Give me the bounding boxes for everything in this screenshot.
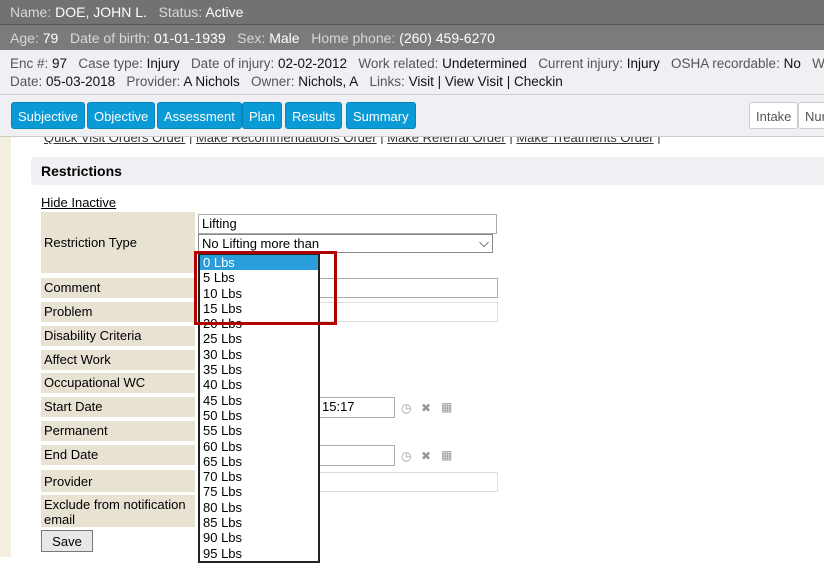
label-end-date: End Date: [41, 445, 195, 465]
dropdown-option[interactable]: 30 Lbs: [203, 346, 243, 362]
label-occupational: Occupational WC: [41, 373, 195, 393]
dob-label: Date of birth:: [69, 30, 151, 46]
calendar-icon[interactable]: ▦: [441, 448, 453, 462]
clock-icon[interactable]: ◷: [401, 449, 412, 463]
tab-assessment[interactable]: Assessment: [157, 102, 242, 129]
weight-dropdown-list[interactable]: 0 Lbs 5 Lbs 10 Lbs 15 Lbs 20 Lbs 25 Lbs 30 Lbs…: [198, 253, 320, 563]
dropdown-option[interactable]: 60 Lbs: [203, 438, 243, 454]
clear-icon[interactable]: ✖: [421, 401, 432, 415]
label-provider: Provider: [41, 470, 195, 492]
dropdown-option[interactable]: 80 Lbs: [203, 499, 243, 515]
date: 05-03-2018: [46, 74, 116, 89]
intake-button[interactable]: Intake: [749, 102, 799, 129]
case: Injury: [146, 56, 180, 71]
owner-label: Owner:: [250, 74, 295, 89]
tab-objective[interactable]: Objective: [87, 102, 156, 129]
section-title: Restrictions: [31, 157, 824, 185]
select-value: No Lifting more than: [202, 236, 320, 251]
dropdown-option[interactable]: 85 Lbs: [203, 515, 243, 531]
wc-label: WC s: [812, 56, 824, 71]
start-date-input[interactable]: 15:17: [318, 397, 395, 418]
label-comment: Comment: [41, 278, 195, 298]
dropdown-option[interactable]: 65 Lbs: [203, 453, 243, 469]
tab-results[interactable]: Results: [285, 102, 343, 129]
tab-bar: Subjective Objective Assessment Plan Res…: [0, 95, 824, 137]
label-exclude: Exclude from notification email: [41, 495, 195, 527]
dropdown-option[interactable]: 90 Lbs: [203, 530, 243, 546]
sex-label: Sex:: [237, 30, 266, 46]
sex: Male: [269, 30, 300, 46]
owner: Nichols, A: [298, 74, 359, 89]
doi-label: Date of injury:: [190, 56, 275, 71]
cur: Injury: [626, 56, 660, 71]
tab-subjective[interactable]: Subjective: [11, 102, 85, 129]
dropdown-option[interactable]: 5 Lbs: [203, 270, 235, 286]
label-affect-work: Affect Work: [41, 350, 195, 370]
prov-label: Provider:: [126, 74, 181, 89]
dropdown-option[interactable]: 40 Lbs: [203, 377, 243, 393]
date-label: Date:: [10, 74, 43, 89]
dropdown-option[interactable]: 55 Lbs: [203, 423, 243, 439]
link-visit[interactable]: Visit: [408, 74, 434, 89]
end-date-input[interactable]: [318, 445, 395, 466]
case-label: Case type:: [78, 56, 143, 71]
dropdown-option[interactable]: 45 Lbs: [203, 392, 243, 408]
age-label: Age:: [10, 30, 39, 46]
patient-bar: Name: DOE, JOHN L. Status: Active: [0, 0, 824, 25]
hide-inactive-link[interactable]: Hide Inactive: [41, 195, 117, 210]
save-button[interactable]: Save: [41, 530, 93, 552]
restriction-select[interactable]: No Lifting more than ⌵: [198, 234, 493, 253]
link-view-visit[interactable]: View Visit: [444, 74, 503, 89]
label-disability: Disability Criteria: [41, 326, 195, 346]
patient-name: DOE, JOHN L.: [55, 4, 147, 20]
enc-label: Enc #:: [10, 56, 49, 71]
chevron-down-icon: ⌵: [479, 235, 489, 250]
link-checkin[interactable]: Checkin: [513, 74, 563, 89]
dropdown-option[interactable]: 0 Lbs: [200, 255, 318, 271]
dropdown-option[interactable]: 35 Lbs: [203, 362, 243, 378]
dropdown-option[interactable]: 15 Lbs: [203, 300, 243, 316]
encounter-info: Enc #: 97 Case type: Injury Date of inju…: [0, 50, 824, 95]
phone-label: Home phone:: [311, 30, 396, 46]
age: 79: [42, 30, 59, 46]
left-strip: [0, 137, 11, 557]
dropdown-option[interactable]: 70 Lbs: [203, 469, 243, 485]
dropdown-option[interactable]: 10 Lbs: [203, 285, 243, 301]
doi: 02-02-2012: [278, 56, 348, 71]
tab-plan[interactable]: Plan: [242, 102, 283, 129]
dropdown-option[interactable]: 75 Lbs: [203, 484, 243, 500]
dob: 01-01-1939: [154, 30, 226, 46]
dropdown-option[interactable]: 25 Lbs: [203, 331, 243, 347]
dropdown-option[interactable]: 95 Lbs: [203, 545, 243, 561]
links-label: Links:: [369, 74, 405, 89]
patient-details-bar: Age: 79 Date of birth: 01-01-1939 Sex: M…: [0, 25, 824, 50]
label-restriction-type: Restriction Type: [41, 212, 195, 273]
work-label: Work related:: [358, 56, 439, 71]
patient-status: Active: [205, 4, 244, 20]
problem-input[interactable]: [318, 302, 498, 322]
start-time: 15:17: [322, 399, 355, 414]
name-label: Name:: [10, 4, 52, 20]
osha: No: [783, 56, 801, 71]
highlight-box: [194, 251, 337, 325]
cur-label: Current injury:: [538, 56, 623, 71]
work: Undetermined: [442, 56, 527, 71]
prov: A Nichols: [183, 74, 240, 89]
dropdown-option[interactable]: 50 Lbs: [203, 407, 243, 423]
status-label: Status:: [158, 4, 203, 20]
tab-summary[interactable]: Summary: [346, 102, 416, 129]
osha-label: OSHA recordable:: [671, 56, 780, 71]
label-problem: Problem: [41, 302, 195, 322]
nurse-button[interactable]: Nur: [798, 102, 824, 129]
calendar-icon[interactable]: ▦: [441, 400, 453, 414]
enc: 97: [52, 56, 68, 71]
label-start-date: Start Date: [41, 397, 195, 417]
provider-input[interactable]: [318, 472, 498, 492]
clock-icon[interactable]: ◷: [401, 401, 412, 415]
comment-input[interactable]: [318, 278, 498, 298]
phone: (260) 459-6270: [399, 30, 495, 46]
clear-icon[interactable]: ✖: [421, 449, 432, 463]
restriction-text-input[interactable]: Lifting: [198, 214, 497, 234]
label-permanent: Permanent: [41, 421, 195, 441]
